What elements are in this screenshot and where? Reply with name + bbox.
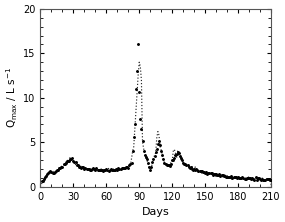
Y-axis label: Q$_{\mathrm{max}}$ / L s$^{-1}$: Q$_{\mathrm{max}}$ / L s$^{-1}$: [5, 67, 21, 128]
X-axis label: Days: Days: [142, 207, 170, 217]
